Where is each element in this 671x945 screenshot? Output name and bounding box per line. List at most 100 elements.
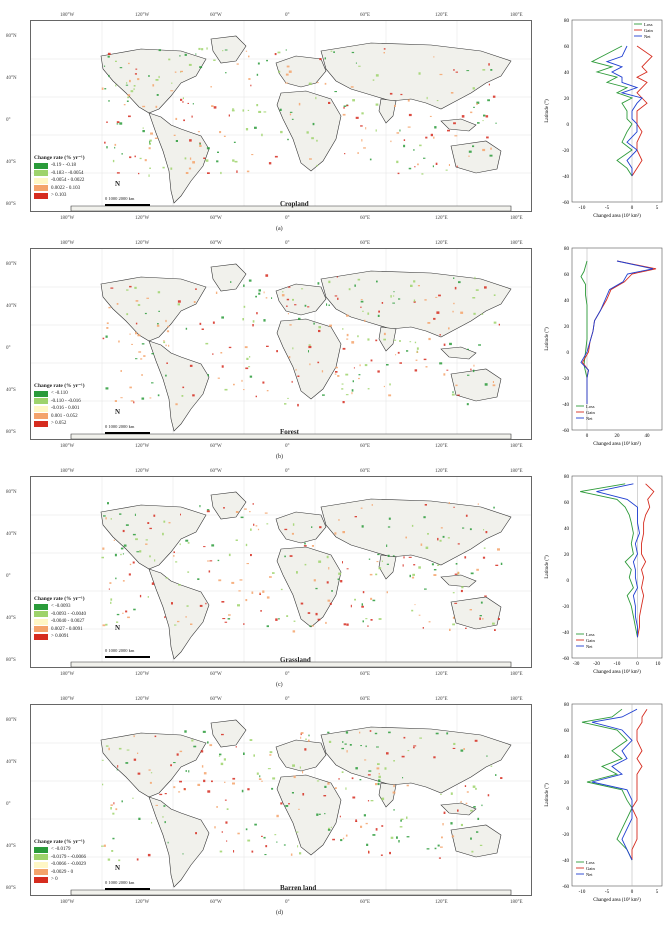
change-pixel [280, 130, 283, 134]
y-axis-label: Latitude (°) [545, 327, 550, 351]
change-pixel [383, 48, 386, 50]
scale-bar [105, 656, 150, 658]
legend-label: < -0.0093 [51, 604, 71, 610]
legend-item: -0.183 - -0.0054 [34, 170, 85, 178]
change-pixel [256, 104, 259, 107]
change-pixel [133, 85, 136, 87]
change-pixel [291, 792, 294, 794]
change-pixel [316, 164, 318, 167]
lon-tick-label: 180°E [510, 241, 523, 246]
change-pixel [346, 333, 349, 337]
change-pixel [168, 344, 170, 347]
change-pixel [130, 400, 134, 402]
change-pixel [351, 777, 354, 780]
change-pixel [275, 618, 278, 621]
change-pixel [309, 158, 312, 160]
legend-item: > 0.0091 [34, 633, 86, 641]
change-pixel [341, 388, 344, 390]
change-pixel [253, 523, 255, 526]
change-pixel [116, 613, 120, 616]
legend-label: -0.0029 - 0 [51, 869, 74, 875]
change-pixel [433, 317, 436, 320]
profile-svg: 80 60 40 20 0 -20 -40 -60 0 20 40 Changed area (10³… [545, 247, 663, 447]
change-pixel [453, 69, 455, 71]
legend-label: -0.110 - -0.016 [51, 398, 81, 404]
change-pixel [453, 302, 455, 305]
change-pixel [472, 87, 475, 90]
change-pixel [338, 572, 342, 575]
change-pixel [110, 601, 112, 604]
change-pixel [216, 160, 219, 163]
change-pixel [443, 343, 446, 346]
latitude-profile-chart: 80 60 40 20 0 -20 -40 -60 0 20 40 Changed area (10³… [540, 240, 668, 455]
change-pixel [122, 580, 125, 582]
change-pixel [178, 791, 181, 793]
change-pixel [269, 754, 272, 756]
change-pixel [365, 127, 367, 130]
change-pixel [336, 276, 338, 278]
change-pixel [199, 322, 202, 325]
y-axis-label: Latitude (°) [545, 783, 550, 807]
change-pixel [108, 747, 110, 751]
change-pixel [243, 752, 245, 755]
change-pixel [135, 68, 138, 70]
change-pixel [244, 508, 247, 510]
change-pixel [352, 99, 355, 102]
change-pixel [472, 297, 476, 299]
change-pixel [163, 805, 166, 807]
change-pixel [154, 137, 158, 139]
change-pixel [220, 762, 224, 766]
change-pixel [176, 753, 179, 756]
change-pixel [433, 56, 435, 58]
change-pixel [113, 539, 115, 541]
lat-tick-label: 0° [6, 802, 11, 807]
change-pixel [375, 339, 378, 342]
change-pixel [327, 829, 331, 831]
change-pixel [469, 528, 472, 531]
change-pixel [477, 503, 479, 505]
change-pixel [370, 597, 373, 600]
y-tick-label: -40 [562, 403, 569, 408]
change-pixel [361, 112, 364, 115]
change-pixel [272, 572, 275, 574]
change-pixel [149, 781, 152, 784]
change-pixel [334, 91, 337, 93]
change-pixel [455, 384, 458, 387]
change-pixel [164, 616, 166, 619]
chart-legend-label: Gain [644, 28, 653, 33]
change-pixel [454, 286, 457, 290]
change-pixel [164, 821, 166, 824]
change-pixel [407, 750, 410, 752]
lon-tick-label: 120°E [435, 13, 448, 18]
change-pixel [168, 58, 171, 61]
y-tick-label: 40 [564, 527, 570, 532]
change-pixel [354, 598, 356, 601]
continent-shape [210, 35, 247, 64]
change-pixel [116, 172, 120, 174]
change-pixel [115, 60, 117, 62]
change-pixel [108, 74, 110, 78]
change-pixel [302, 793, 305, 796]
change-pixel [147, 522, 150, 524]
y-tick-label: 20 [564, 325, 570, 330]
change-pixel [259, 593, 261, 595]
change-pixel [465, 802, 468, 805]
change-pixel [116, 621, 119, 623]
legend-swatch [34, 876, 48, 883]
x-tick-label: 0 [631, 890, 634, 895]
change-pixel [129, 285, 132, 288]
change-pixel [282, 291, 284, 293]
change-pixel [452, 623, 455, 626]
change-pixel [265, 297, 268, 299]
change-pixel [118, 859, 121, 862]
change-pixel [284, 555, 286, 558]
change-pixel [110, 287, 114, 289]
lon-tick-label: 180°E [510, 672, 523, 677]
change-pixel [187, 102, 189, 104]
change-pixel [367, 388, 370, 390]
lat-tick-label: 0° [6, 346, 11, 351]
change-pixel [165, 344, 167, 347]
change-pixel [375, 783, 378, 786]
change-pixel [389, 383, 391, 386]
change-pixel [148, 769, 151, 771]
